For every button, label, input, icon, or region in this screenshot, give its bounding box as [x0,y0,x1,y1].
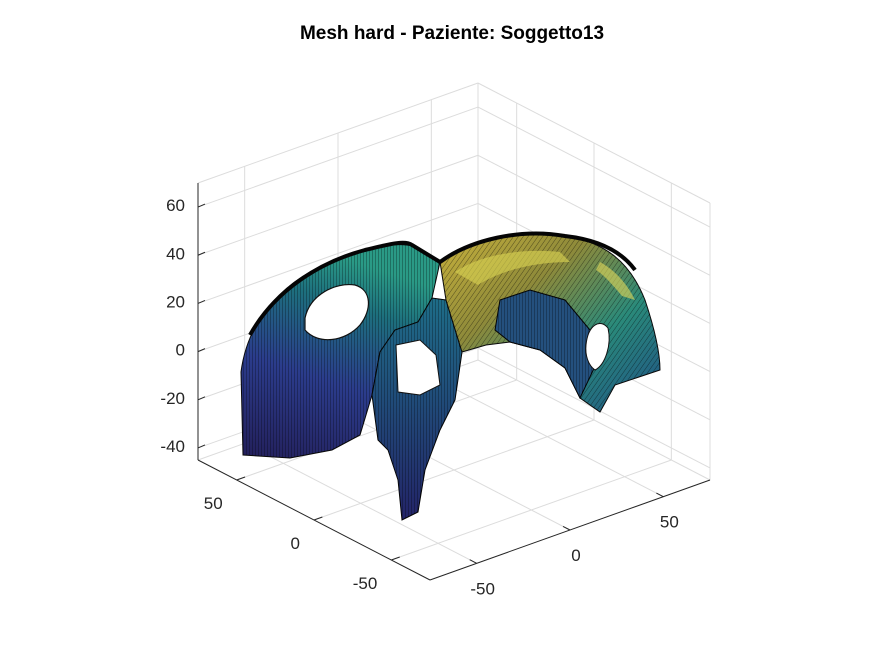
mesh-right-hole [585,323,610,371]
z-tick-mark [197,396,206,401]
z-tick-label: 0 [176,341,185,360]
y-tick-mark [236,476,246,481]
y-tick-label: 0 [291,534,300,553]
z-tick-mark [197,203,206,208]
axes-labels: -50 0 50 -50 0 50 -40 -20 0 20 40 60 [160,183,711,598]
x-tick-label: 50 [660,513,679,532]
grid-line-z-back [197,202,479,304]
y-tick-label: -50 [353,574,378,593]
grid-line-z-side [477,154,711,276]
z-tick-label: 20 [166,292,185,311]
x-tick-mark [656,492,664,498]
mesh-highlight [455,250,570,285]
grid-line-y-floor [313,419,595,521]
x-tick-mark [562,525,571,531]
chart-title: Mesh hard - Paziente: Soggetto13 [300,23,604,44]
mesh-center-hatch [372,298,462,520]
mesh-left-hatch [241,244,440,458]
z-tick-mark [197,444,206,449]
z-tick-mark [197,251,206,256]
mesh-right-curtain-hatch [495,290,598,398]
z-tick-label: 60 [166,196,185,215]
mesh-highlight-2 [596,262,635,300]
grid-line-z-back [197,154,479,256]
y-tick-mark [313,516,323,521]
y-tick-mark [391,556,400,561]
grid-line-z-side [477,106,711,228]
x-tick-mark [469,559,477,564]
mesh-top-rim [248,231,637,336]
z-tick-mark [197,348,206,353]
mesh-center-hole [395,339,441,396]
mesh-surface [240,231,661,521]
x-tick-label: -50 [470,579,495,598]
mesh-left-hole [304,283,369,341]
z-tick-label: -40 [160,437,185,456]
x-tick-label: 0 [571,546,580,565]
y-tick-label: 50 [204,494,223,513]
z-tick-mark [197,299,206,304]
grid-line-y-floor [391,459,672,561]
grid-line-z-back [197,106,479,208]
z-tick-label: -20 [160,389,185,408]
z-tick-label: 40 [166,244,185,263]
